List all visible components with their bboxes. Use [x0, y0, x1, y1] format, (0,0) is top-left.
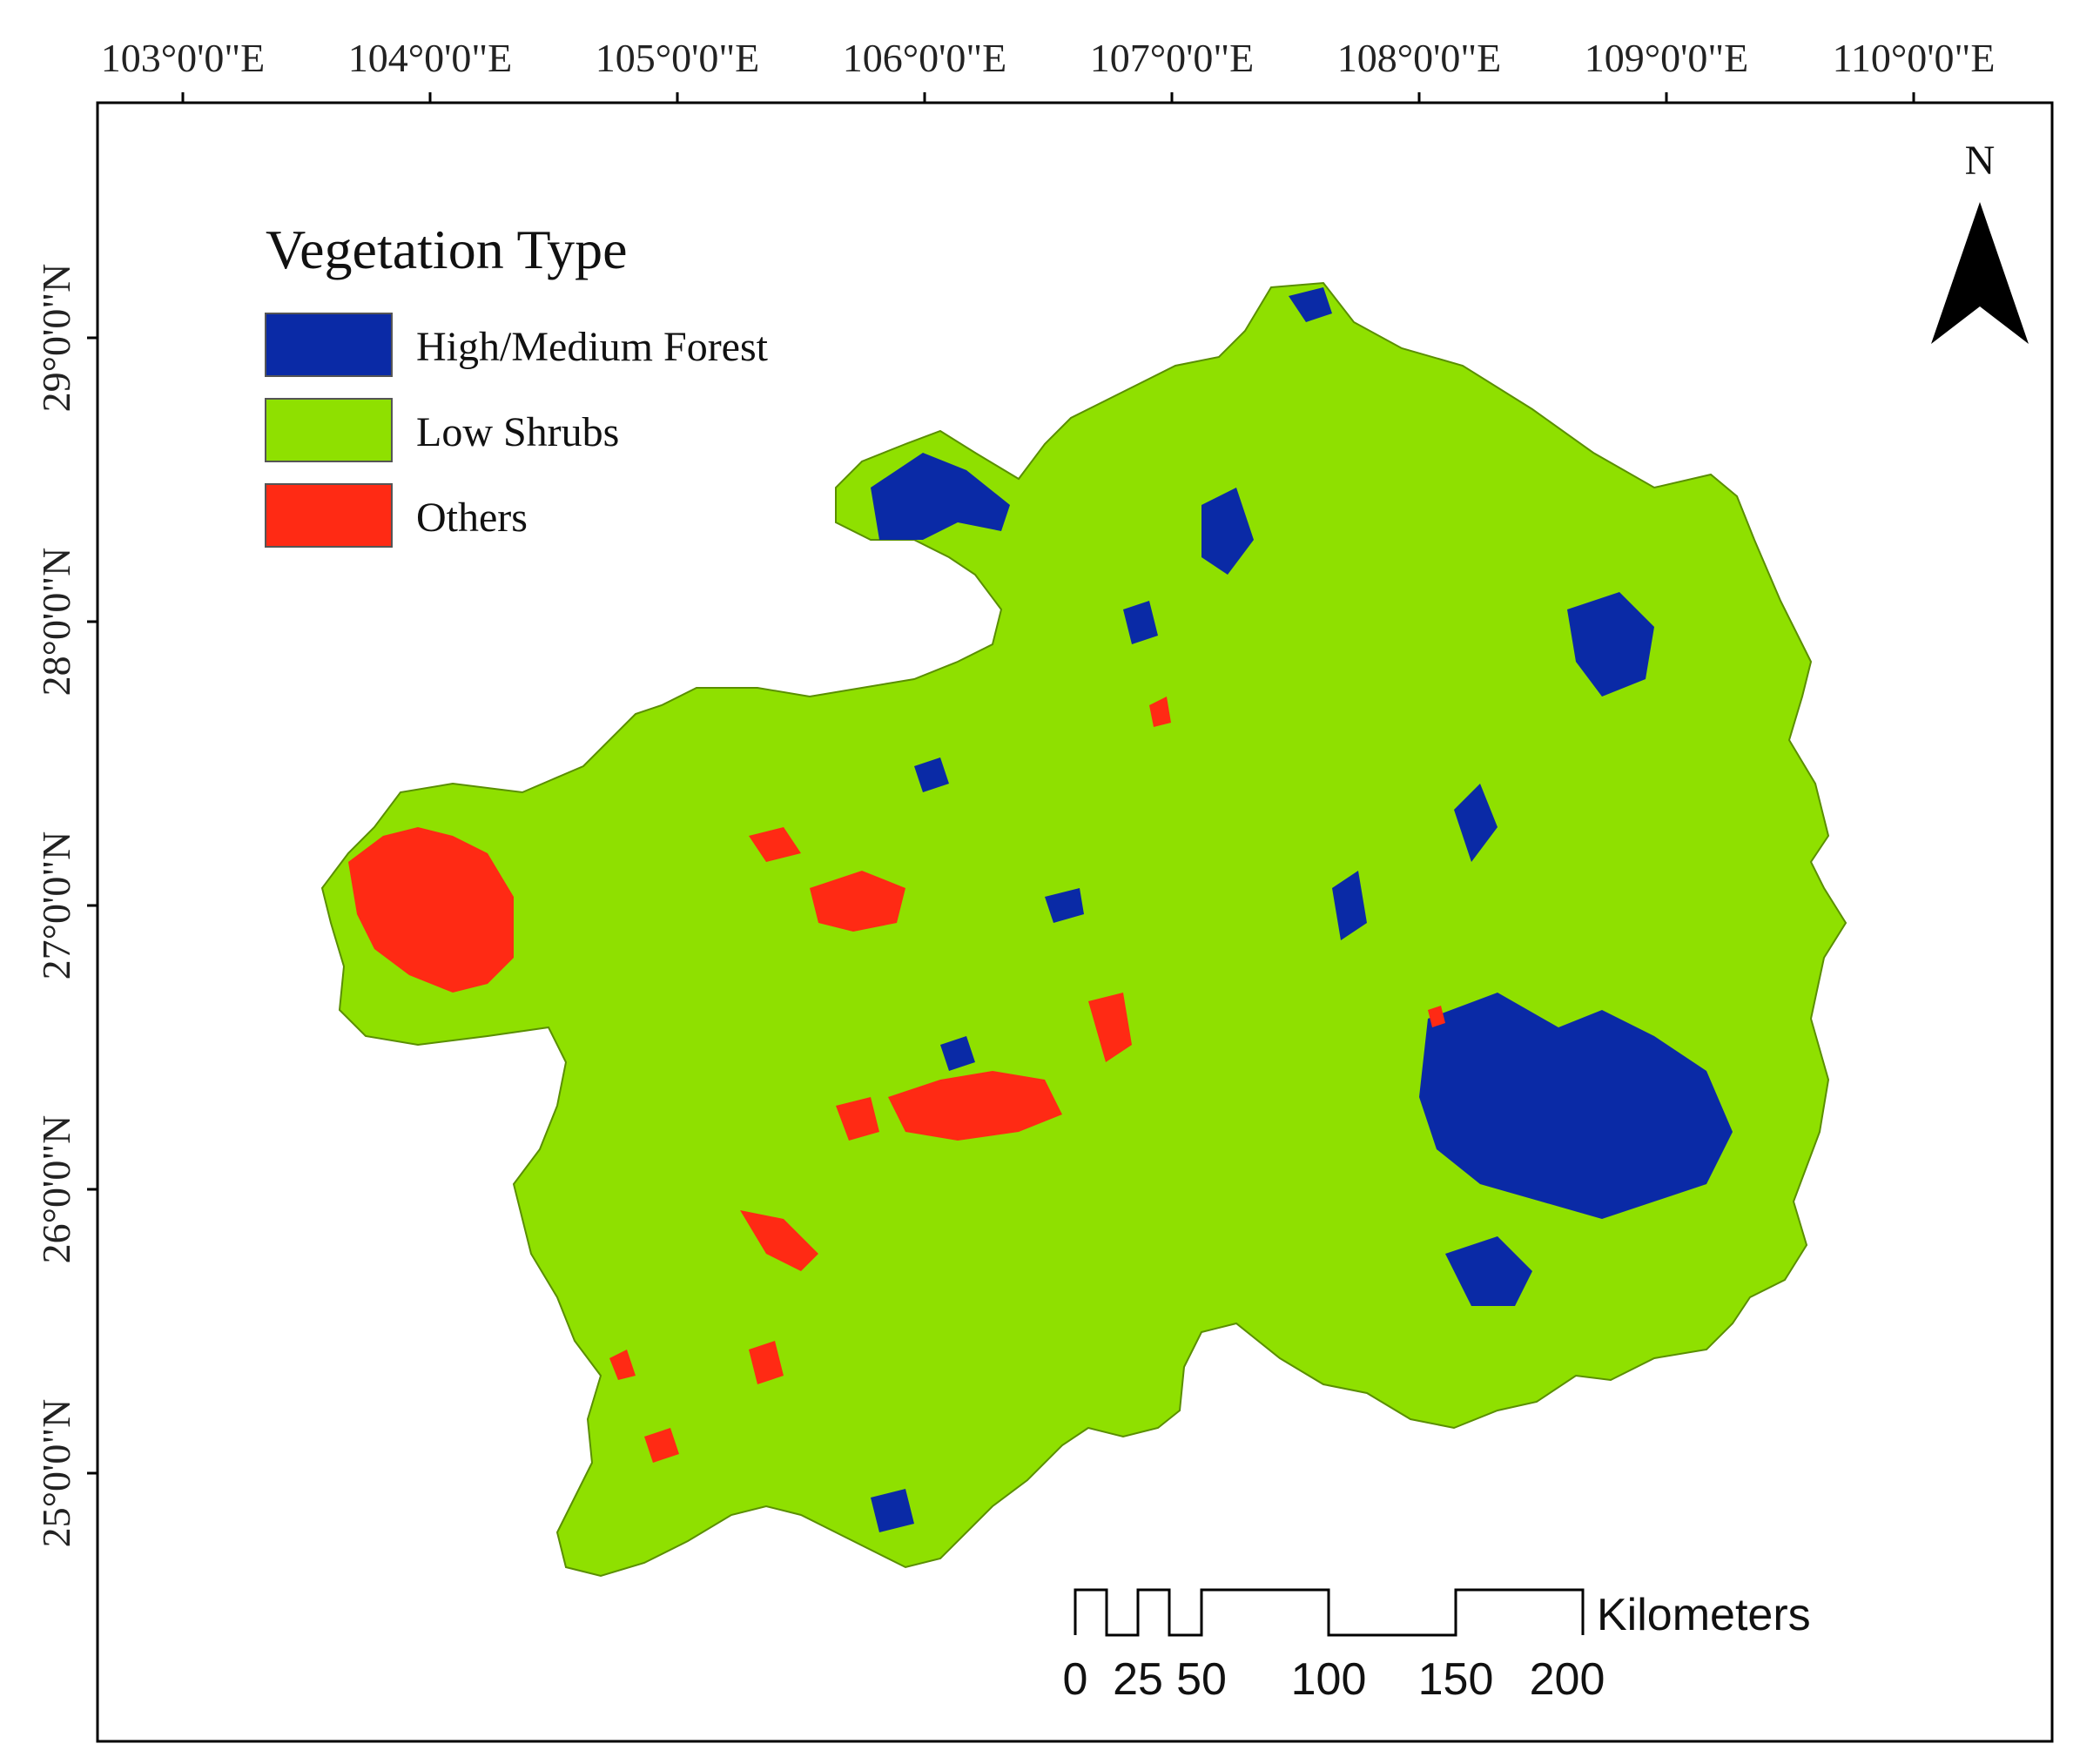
lon-label: 105°0'0"E: [596, 36, 760, 80]
latitude-graticule: 29°0'0"N 28°0'0"N 27°0'0"N 26°0'0"N 25°0…: [34, 264, 98, 1548]
legend: Vegetation Type High/Medium Forest Low S…: [265, 219, 769, 548]
lat-label: 27°0'0"N: [34, 831, 78, 980]
others-patch: [810, 871, 905, 932]
others-patch: [836, 1097, 879, 1141]
north-label: N: [1965, 138, 1996, 184]
forest-patch: [1445, 1236, 1532, 1306]
others-patch: [1149, 697, 1171, 727]
scale-bar-line: [1074, 1588, 1585, 1637]
lon-label: 103°0'0"E: [101, 36, 266, 80]
scale-bar: [1074, 1588, 1585, 1637]
lon-label: 106°0'0"E: [843, 36, 1007, 80]
scale-tick-label: 0: [1063, 1654, 1088, 1705]
north-arrow: N: [1931, 138, 2029, 344]
forest-patch: [871, 1489, 914, 1532]
legend-swatch-shrubs: [265, 398, 393, 462]
lat-label: 28°0'0"N: [34, 548, 78, 697]
scale-unit: Kilometers: [1597, 1590, 1811, 1640]
lon-label: 108°0'0"E: [1337, 36, 1502, 80]
forest-patch: [1201, 488, 1254, 575]
others-patch: [740, 1210, 818, 1271]
forest-patch: [1045, 888, 1084, 923]
lat-label: 29°0'0"N: [34, 264, 78, 413]
scale-tick-label: 150: [1418, 1654, 1494, 1705]
lon-label: 107°0'0"E: [1090, 36, 1255, 80]
others-patch: [1428, 1006, 1445, 1027]
scale-tick-label: 200: [1530, 1654, 1605, 1705]
forest-patch: [914, 757, 949, 792]
scale-tick-label: 50: [1176, 1654, 1227, 1705]
scale-tick-label: 25: [1113, 1654, 1163, 1705]
forest-patch: [1567, 592, 1654, 697]
scale-tick-label: 100: [1291, 1654, 1367, 1705]
forest-patch: [1123, 601, 1158, 644]
forest-patch: [940, 1036, 975, 1071]
lat-label: 25°0'0"N: [34, 1399, 78, 1548]
forest-areas: [871, 287, 1733, 1532]
forest-patch: [1289, 287, 1332, 322]
others-patch: [644, 1428, 679, 1463]
lat-label: 26°0'0"N: [34, 1115, 78, 1264]
lon-label: 109°0'0"E: [1585, 36, 1749, 80]
longitude-graticule: 103°0'0"E 104°0'0"E 105°0'0"E 106°0'0"E …: [101, 36, 1996, 103]
others-patch: [749, 1341, 784, 1384]
legend-title: Vegetation Type: [266, 219, 628, 280]
legend-swatch-others: [265, 483, 393, 548]
legend-label-shrubs: Low Shrubs: [416, 409, 619, 455]
lon-label: 110°0'0"E: [1833, 36, 1996, 80]
others-areas: [348, 697, 1445, 1463]
others-patch: [888, 1071, 1062, 1141]
legend-swatch-forest: [265, 313, 393, 377]
legend-label-others: Others: [416, 495, 528, 541]
others-patch: [348, 827, 514, 993]
forest-patch: [1454, 784, 1498, 862]
others-patch: [1088, 993, 1132, 1062]
lon-label: 104°0'0"E: [348, 36, 513, 80]
others-patch: [749, 827, 801, 862]
legend-label-forest: High/Medium Forest: [416, 324, 769, 370]
forest-patch: [871, 453, 1010, 540]
forest-patch: [1419, 993, 1733, 1219]
north-arrow-icon: [1931, 202, 2029, 344]
forest-patch: [1332, 871, 1367, 940]
others-patch: [609, 1350, 636, 1380]
